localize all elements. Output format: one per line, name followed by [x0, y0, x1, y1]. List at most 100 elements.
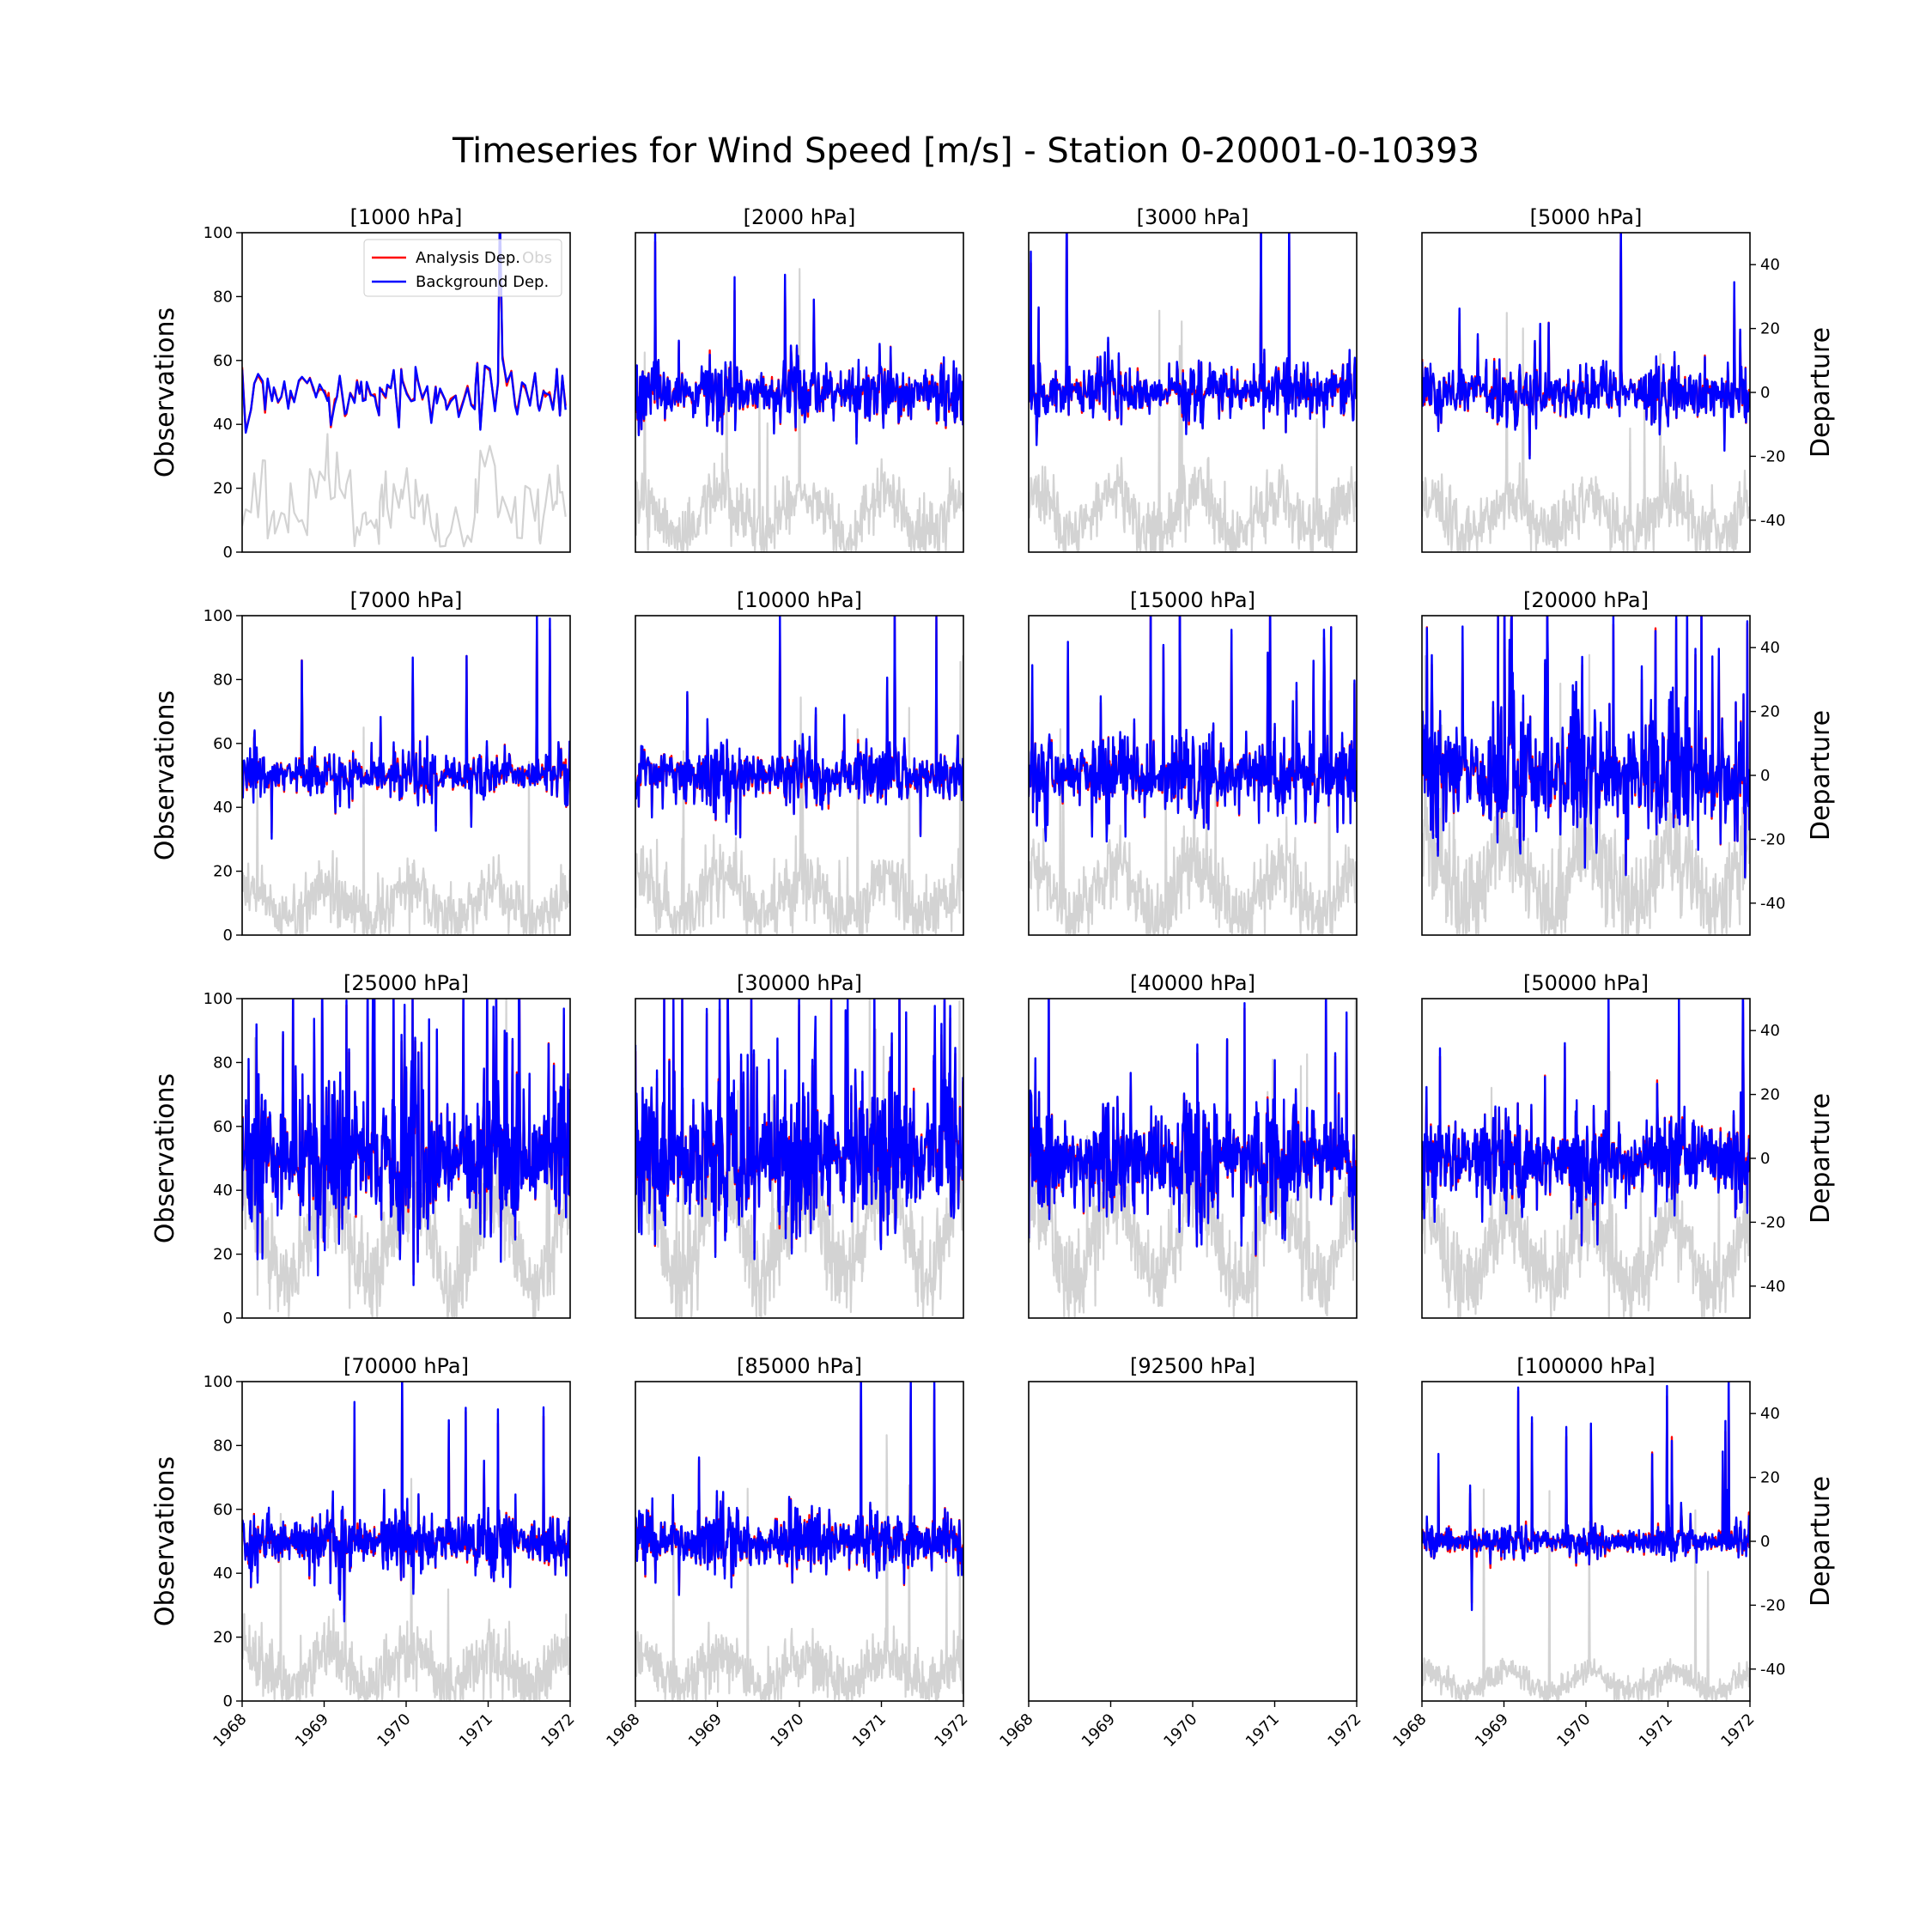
y-left-tick-label: 60 [213, 1501, 233, 1519]
obs-series-line [1422, 1071, 1750, 1318]
figure-title: Timeseries for Wind Speed [m/s] - Statio… [452, 131, 1479, 171]
plot-area [635, 1382, 963, 1701]
y-right-tick-label: 0 [1760, 1150, 1770, 1168]
panel-title: [5000 hPa] [1530, 205, 1643, 229]
panel-2: [2000 hPa] [635, 205, 964, 553]
obs-series-line [242, 433, 567, 548]
panel-10: [30000 hPa] [635, 971, 964, 1319]
y-left-tick-label: 0 [223, 1692, 233, 1710]
legend: Analysis Dep. Obs Background Dep. [363, 239, 562, 297]
plot-area [242, 1382, 570, 1701]
y-left-tick-label: 0 [223, 1309, 233, 1327]
panel-6: [10000 hPa] [635, 588, 964, 936]
y-right-tick-label: 20 [1760, 1469, 1780, 1487]
obs-series-line [1422, 312, 1750, 552]
y-left-tick-label: 40 [213, 799, 233, 817]
obs-series-line [242, 1478, 570, 1701]
obs-series-line [635, 1434, 963, 1701]
y-left-tick-label: 0 [223, 544, 233, 562]
plot-area [242, 616, 570, 935]
y-right-tick-label: -40 [1760, 1278, 1785, 1296]
y-left-tick-label: 80 [213, 1054, 233, 1072]
y-right-tick-label: 20 [1760, 703, 1780, 721]
y-right-tick-label: 0 [1760, 1533, 1770, 1551]
background-dep-series-line [242, 616, 570, 840]
legend-label-analysis: Analysis Dep. [416, 249, 520, 267]
y-left-tick-label: 20 [213, 480, 233, 498]
y-right-axis-label: Departure [1806, 327, 1836, 458]
background-dep-series-line [1422, 233, 1750, 460]
background-dep-series-line [1422, 999, 1750, 1247]
y-left-tick-label: 100 [204, 990, 233, 1008]
panel-title: [20000 hPa] [1523, 588, 1649, 612]
y-left-tick-label: 60 [213, 1118, 233, 1136]
y-right-tick-label: -20 [1760, 1213, 1785, 1231]
plot-area [1029, 616, 1357, 935]
y-left-tick-label: 60 [213, 352, 233, 370]
y-left-tick-label: 20 [213, 863, 233, 881]
plot-area [1422, 999, 1750, 1318]
y-right-tick-label: -20 [1760, 447, 1785, 465]
axes-frame [1028, 998, 1358, 1319]
panel-title: [3000 hPa] [1137, 205, 1249, 229]
y-left-tick-label: 0 [223, 927, 233, 945]
legend-label-obs: Obs [522, 249, 552, 267]
y-right-tick-label: -20 [1760, 830, 1785, 848]
y-left-tick-label: 80 [213, 671, 233, 689]
panel-title: [85000 hPa] [737, 1354, 862, 1378]
y-left-axis-label: Observations [150, 1073, 180, 1243]
panel-3: [3000 hPa] [1028, 205, 1358, 553]
y-left-axis-label: Observations [150, 690, 180, 860]
axes-frame [1028, 615, 1358, 936]
panel-title: [92500 hPa] [1130, 1354, 1255, 1378]
panel-title: [70000 hPa] [343, 1354, 469, 1378]
y-left-tick-label: 20 [213, 1246, 233, 1264]
background-dep-series-line [1029, 616, 1357, 843]
obs-series-line [1029, 999, 1357, 1318]
background-dep-series-line [635, 233, 963, 445]
plot-area [635, 999, 963, 1318]
y-left-tick-label: 20 [213, 1629, 233, 1647]
y-right-tick-label: 40 [1760, 1405, 1780, 1423]
legend-label-background: Background Dep. [416, 273, 549, 291]
axes-frame [635, 998, 964, 1319]
background-dep-series-line [635, 1382, 963, 1596]
y-right-tick-label: 0 [1760, 767, 1770, 785]
y-left-tick-label: 100 [204, 1373, 233, 1391]
plot-area [1029, 999, 1357, 1318]
y-left-tick-label: 100 [204, 224, 233, 242]
y-left-axis-label: Observations [150, 307, 180, 477]
y-right-tick-label: -40 [1760, 1661, 1785, 1679]
y-right-tick-label: -40 [1760, 895, 1785, 913]
y-left-tick-label: 100 [204, 607, 233, 625]
y-left-tick-label: 40 [213, 1564, 233, 1583]
y-right-tick-label: -20 [1760, 1596, 1785, 1614]
axes-frame [241, 998, 571, 1319]
y-left-tick-label: 40 [213, 1182, 233, 1200]
panel-title: [2000 hPa] [744, 205, 856, 229]
panel-7: [15000 hPa] [1028, 588, 1358, 936]
plot-area [242, 233, 567, 548]
panel-title: [100000 hPa] [1516, 1354, 1655, 1378]
panel-1: [1000 hPa] 0 20 40 60 80 100 Observations Analys… [150, 205, 571, 562]
y-right-tick-label: 40 [1760, 256, 1780, 274]
axes-frame [635, 232, 964, 553]
y-left-tick-label: 80 [213, 1437, 233, 1455]
y-left-tick-label: 40 [213, 416, 233, 434]
panel-title: [50000 hPa] [1523, 971, 1649, 995]
panel-5: [7000 hPa] 0 20 40 60 80 100 Observations [150, 588, 571, 945]
y-right-tick-label: 40 [1760, 639, 1780, 657]
panel-title: [25000 hPa] [343, 971, 469, 995]
y-right-tick-label: 0 [1760, 384, 1770, 402]
obs-series-line [635, 655, 963, 935]
obs-series-line [1029, 309, 1357, 552]
plot-area [1422, 616, 1750, 935]
y-right-tick-label: -40 [1760, 512, 1785, 530]
obs-series-line [1422, 1488, 1750, 1701]
background-dep-series-line [1422, 1382, 1750, 1612]
plot-area [242, 999, 570, 1318]
panel-12: [50000 hPa] -40 -20 0 20 40 Departure [1421, 971, 1836, 1319]
background-dep-series-line [1422, 616, 1750, 879]
y-right-axis-label: Departure [1806, 1093, 1836, 1224]
